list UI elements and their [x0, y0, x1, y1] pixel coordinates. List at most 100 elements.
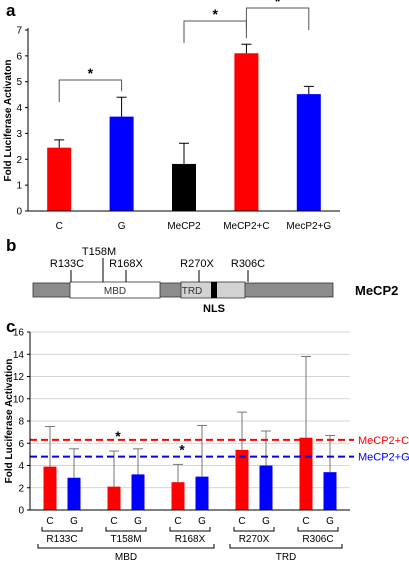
- panel-c-tick-label: 2: [18, 483, 24, 494]
- panel-c-series-label: G: [70, 516, 78, 527]
- panel-c-bar-r168x-g: [195, 476, 209, 510]
- panel-a-significance-star: *: [212, 6, 218, 22]
- r306c-label: R306C: [231, 258, 265, 270]
- panel-c-series-label: C: [46, 516, 53, 527]
- panel-a-tick-label: 5: [16, 77, 22, 88]
- nls-box: [211, 282, 217, 298]
- t158m-label: T158M: [82, 246, 116, 258]
- panel-c-tick-label: 4: [18, 461, 24, 472]
- panel-c-y-axis-label: Fold Luciferase Activation: [4, 359, 15, 484]
- panel-c-tick-label: 6: [18, 439, 24, 450]
- panel-c-bar-t158m-c: [107, 486, 121, 510]
- panel-a-y-ticks: 0 1 2 3 4 5 6 7: [16, 26, 28, 218]
- panel-b-diagram: b MBD TRD NLS MeCP2 R133C T158M R168X R2…: [6, 236, 398, 315]
- panel-a-category-label: G: [118, 221, 126, 232]
- panel-c-tick-label: 16: [13, 328, 25, 339]
- panel-c-tick-label: 10: [13, 394, 25, 405]
- panel-c-bar-r133c-c: [43, 466, 57, 510]
- mbd-domain-label: MBD: [104, 286, 126, 297]
- panel-c-chart: c Fold Luciferase Activation 0 2 4 6 8 10 12 14…: [4, 317, 409, 563]
- panel-c-bar-r306c-c: [299, 437, 313, 510]
- panel-a-significance-star: *: [275, 0, 281, 9]
- panel-c-group-label: R168X: [175, 534, 206, 545]
- panel-c-reference-label-mecp2-c: MeCP2+C: [358, 435, 409, 447]
- panel-c-error-bars: [45, 355, 335, 487]
- panel-c-domain-label-trd: TRD: [276, 552, 297, 563]
- panel-a-category-labels: C G MeCP2 MeCP2+C MecP2+G: [56, 221, 332, 232]
- panel-c-group-label: R270X: [239, 534, 270, 545]
- panel-a-bar-mecp2-c: [234, 53, 259, 212]
- panel-c-group-brackets: MBD TRD: [37, 527, 343, 563]
- panel-c-domain-bracket: [37, 544, 215, 549]
- panel-a-bars: [47, 53, 321, 212]
- panel-a-bar-mecp2: [172, 163, 196, 211]
- panel-a-category-label: MecP2+G: [286, 221, 331, 232]
- panel-a-bar-mecp2-g: [296, 94, 321, 211]
- panel-a-error-bars: [54, 43, 314, 164]
- panel-c-series-label: G: [198, 516, 206, 527]
- panel-a-letter: a: [6, 1, 16, 20]
- panel-c-group-bracket: [233, 527, 275, 532]
- panel-a-tick-label: 4: [16, 103, 22, 114]
- panel-c-letter: c: [6, 317, 15, 336]
- panel-c-series-label: G: [134, 516, 142, 527]
- panel-c-group-bracket: [169, 527, 211, 532]
- panel-a-bar-c: [47, 147, 72, 211]
- panel-a-tick-label: 0: [16, 207, 22, 218]
- panel-c-reference-label-mecp2-g: MeCP2+G: [358, 452, 409, 464]
- panel-c-group-label: R306C: [302, 534, 333, 545]
- panel-c-bar-r133c-g: [67, 477, 81, 510]
- panel-a-significance-bracket: [183, 20, 247, 43]
- panel-c-group-bracket: [105, 527, 147, 532]
- panel-c-bar-r270x-c: [235, 449, 249, 510]
- r168x-label: R168X: [109, 258, 143, 270]
- panel-a-category-label: MeCP2+C: [223, 221, 269, 232]
- r133c-label: R133C: [50, 258, 84, 270]
- panel-a-y-axis-label: Fold Luciferase Activaton: [3, 60, 14, 182]
- panel-a-tick-label: 1: [16, 181, 22, 192]
- panel-a-tick-label: 6: [16, 51, 22, 62]
- panel-c-bar-r306c-g: [323, 472, 337, 510]
- panel-c-y-ticks: 0 2 4 6 8 10 12 14 16: [13, 328, 30, 517]
- panel-a-category-label: MeCP2: [167, 221, 201, 232]
- panel-c-tick-label: 0: [18, 506, 24, 517]
- panel-a-bar-g: [109, 116, 134, 211]
- panel-c-domain-label-mbd: MBD: [115, 552, 137, 563]
- panel-c-group-label: R133C: [46, 534, 77, 545]
- panel-a-chart: a Fold Luciferase Activaton 0 1 2 3 4 5 6 7 C G M…: [3, 0, 340, 232]
- r270x-label: R270X: [180, 258, 214, 270]
- panel-c-domain-bracket: [229, 544, 343, 549]
- trd-domain-label: TRD: [182, 286, 203, 297]
- mbd-domain-box: [69, 281, 161, 299]
- panel-c-bars: [43, 437, 337, 510]
- panel-c-series-label: C: [110, 516, 117, 527]
- panel-a-category-label: C: [56, 221, 63, 232]
- panel-c-reference-lines: MeCP2+C MeCP2+G: [30, 435, 409, 464]
- panel-a-significance-star: *: [88, 65, 94, 81]
- panel-c-significance-star: *: [115, 428, 121, 444]
- panel-c-series-label: C: [302, 516, 309, 527]
- panel-c-bar-r270x-g: [259, 465, 273, 510]
- mecp2-gene-label: MeCP2: [355, 283, 398, 298]
- panel-c-category-labels: C G R133C C G T158M C G R168X C G R270X C G R306C: [46, 516, 334, 545]
- panel-a-significance-bracket: [245, 7, 310, 30]
- nls-label: NLS: [203, 303, 225, 315]
- panel-b-letter: b: [6, 236, 16, 255]
- panel-a-significance-bracket: [58, 79, 123, 102]
- panel-c-group-bracket: [41, 527, 83, 532]
- panel-c-bar-r168x-c: [171, 482, 185, 510]
- panel-c-series-label: C: [238, 516, 245, 527]
- panel-c-group-label: T158M: [110, 534, 141, 545]
- panel-c-gridlines: [30, 331, 350, 489]
- panel-c-group-bracket: [297, 527, 339, 532]
- panel-c-tick-label: 12: [13, 372, 25, 383]
- panel-a-tick-label: 3: [16, 129, 22, 140]
- panel-c-series-label: G: [326, 516, 334, 527]
- panel-c-significance-stars: **: [115, 428, 185, 457]
- panel-a-tick-label: 7: [16, 26, 22, 37]
- panel-c-bar-t158m-g: [131, 474, 145, 510]
- panel-a-tick-label: 2: [16, 155, 22, 166]
- panel-c-tick-label: 14: [13, 350, 25, 361]
- panel-c-significance-star: *: [179, 441, 185, 457]
